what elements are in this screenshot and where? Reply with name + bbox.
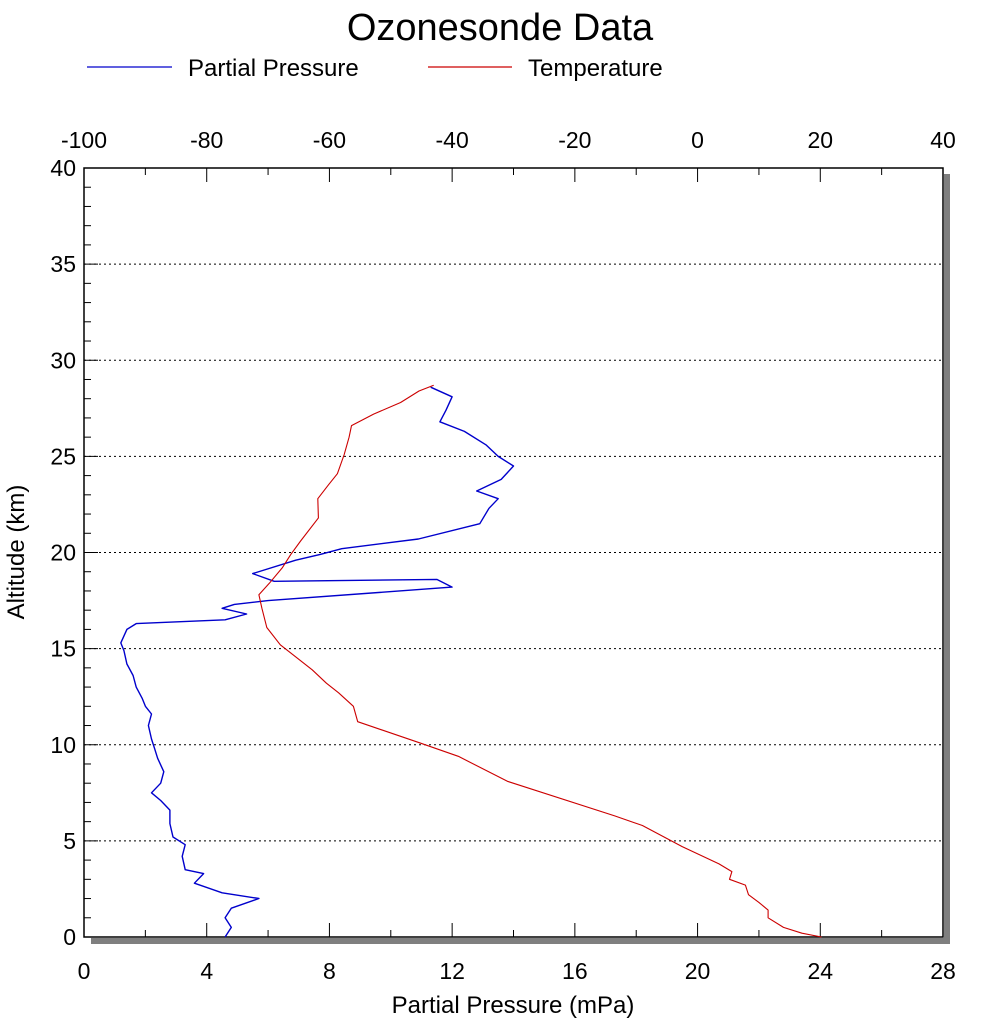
x-tick-label: 20 <box>685 958 711 984</box>
x2-tick-label: -40 <box>436 127 469 153</box>
x2-tick-label: -80 <box>190 127 223 153</box>
x2-tick-label: 0 <box>691 127 704 153</box>
tick-label-layer: 0 5 10 15 20 25 30 35 40 0 4 8 12 16 20 24 28 -100 -80 -60 -… <box>50 127 955 984</box>
y-tick-label: 25 <box>50 443 76 469</box>
y-tick-label: 20 <box>50 540 76 566</box>
series-layer <box>120 384 822 938</box>
x2-tick-label: 40 <box>930 127 956 153</box>
x-tick-label: 16 <box>562 958 588 984</box>
chart-title: Ozonesonde Data <box>347 7 654 49</box>
tick-layer <box>83 167 944 938</box>
y-tick-label: 40 <box>50 155 76 181</box>
x2-tick-label: -20 <box>558 127 591 153</box>
x-tick-label: 4 <box>200 958 213 984</box>
legend-label-partial-pressure: Partial Pressure <box>188 55 359 82</box>
x-tick-label: 28 <box>930 958 956 984</box>
y-tick-label: 30 <box>50 347 76 373</box>
series-line-temperature <box>258 384 822 938</box>
y-tick-label: 0 <box>63 924 76 950</box>
y-axis-title: Altitude (km) <box>3 485 30 620</box>
x2-tick-label: -100 <box>61 127 107 153</box>
plot-shadow-right <box>944 174 950 944</box>
x2-tick-label: -60 <box>313 127 346 153</box>
y-tick-label: 15 <box>50 636 76 662</box>
x-tick-label: 8 <box>323 958 336 984</box>
x-tick-label: 12 <box>439 958 465 984</box>
x-tick-label: 24 <box>807 958 833 984</box>
x2-tick-label: 20 <box>807 127 833 153</box>
x-tick-label: 0 <box>78 958 91 984</box>
grid-layer <box>84 263 943 842</box>
series-line-partial-pressure <box>120 386 515 938</box>
plot-shadow-bottom <box>91 938 950 944</box>
y-tick-label: 10 <box>50 732 76 758</box>
x-axis-title: Partial Pressure (mPa) <box>392 992 635 1019</box>
legend-label-temperature: Temperature <box>528 55 663 82</box>
y-tick-label: 5 <box>63 828 76 854</box>
y-tick-label: 35 <box>50 251 76 277</box>
legend: Partial Pressure Temperature <box>87 55 663 82</box>
